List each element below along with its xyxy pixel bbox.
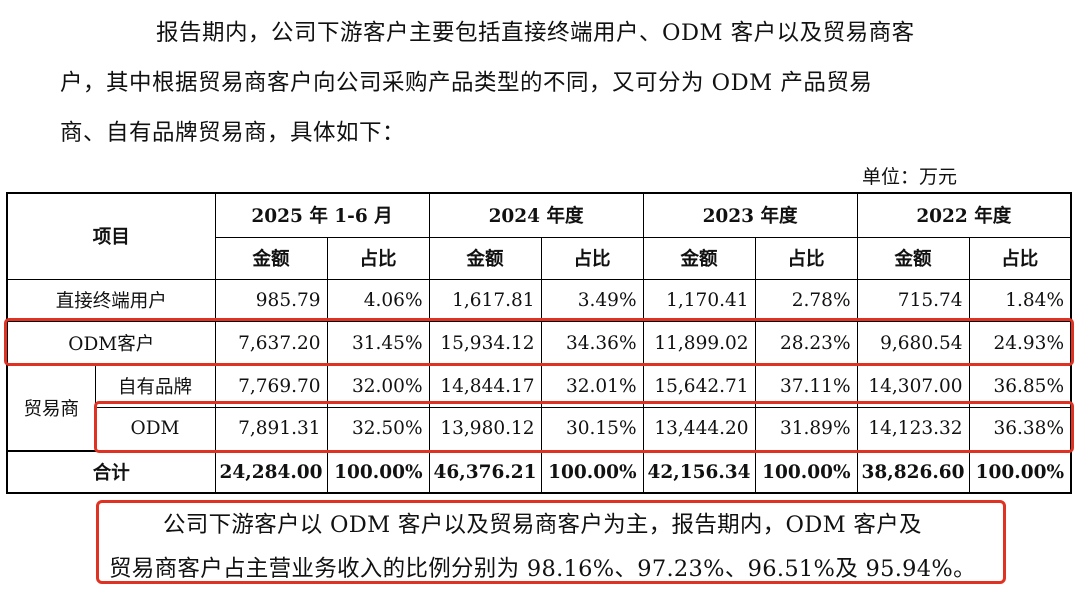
conclusion-line-1: 公司下游客户以 ODM 客户以及贸易商客户为主，报告期内，ODM 客户及 xyxy=(163,512,922,538)
customer-revenue-table: 项目 2025 年 1-6 月 2024 年度 2023 年度 2022 年度 … xyxy=(6,192,1073,494)
header-amount: 金额 xyxy=(428,236,542,280)
table-cell: 28.23% xyxy=(754,320,858,366)
header-amount: 金额 xyxy=(642,236,756,280)
row-label: 直接终端用户 xyxy=(6,278,216,322)
table-cell: 32.01% xyxy=(540,364,644,408)
table-cell: 37.11% xyxy=(754,364,858,408)
table-cell: 34.36% xyxy=(540,320,644,366)
intro-line-3: 商、自有品牌贸易商，具体如下： xyxy=(60,120,406,146)
conclusion-text: 公司下游客户以 ODM 客户以及贸易商客户为主，报告期内，ODM 客户及 贸易商… xyxy=(109,503,1009,591)
row-label: ODM xyxy=(94,406,216,452)
conclusion-line-2: 贸易商客户占主营业务收入的比例分别为 98.16%、97.23%、96.51%及… xyxy=(109,556,976,582)
intro-line-2: 户，其中根据贸易商客户向公司采购产品类型的不同，又可分为 ODM 产品贸易 xyxy=(60,70,873,96)
table-cell: 1,617.81 xyxy=(428,278,542,322)
row-group-label: 贸易商 xyxy=(6,364,96,452)
header-ratio: 占比 xyxy=(968,236,1072,280)
table-cell: 24,284.00 xyxy=(214,450,328,494)
table-cell: 100.00% xyxy=(754,450,858,494)
header-ratio: 占比 xyxy=(540,236,644,280)
table-cell: 13,444.20 xyxy=(642,406,756,452)
table-row: ODM客户 7,637.20 31.45% 15,934.12 34.36% 1… xyxy=(6,320,1072,366)
row-label: 自有品牌 xyxy=(94,364,216,408)
table-cell: 32.00% xyxy=(326,364,430,408)
table-cell: 985.79 xyxy=(214,278,328,322)
conclusion-box: 公司下游客户以 ODM 客户以及贸易商客户为主，报告期内，ODM 客户及 贸易商… xyxy=(96,500,1006,584)
header-period: 2022 年度 xyxy=(856,192,1072,238)
table-cell: 100.00% xyxy=(540,450,644,494)
table-cell: 3.49% xyxy=(540,278,644,322)
table-cell: 15,642.71 xyxy=(642,364,756,408)
table-cell: 31.45% xyxy=(326,320,430,366)
table-cell: 31.89% xyxy=(754,406,858,452)
table-row: 直接终端用户 985.79 4.06% 1,617.81 3.49% 1,170… xyxy=(6,278,1072,322)
table-row: ODM 7,891.31 32.50% 13,980.12 30.15% 13,… xyxy=(7,406,1072,452)
table-row-total: 合计 24,284.00 100.00% 46,376.21 100.00% 4… xyxy=(6,450,1072,494)
table-cell: 7,891.31 xyxy=(214,406,328,452)
table-cell: 36.38% xyxy=(968,406,1072,452)
header-ratio: 占比 xyxy=(754,236,858,280)
table-cell: 15,934.12 xyxy=(428,320,542,366)
table-cell: 24.93% xyxy=(968,320,1072,366)
header-period: 2025 年 1-6 月 xyxy=(214,192,430,238)
table-cell: 30.15% xyxy=(540,406,644,452)
table-cell: 14,307.00 xyxy=(856,364,970,408)
header-amount: 金额 xyxy=(214,236,328,280)
table-cell: 36.85% xyxy=(968,364,1072,408)
header-period: 2023 年度 xyxy=(642,192,858,238)
table-cell: 4.06% xyxy=(326,278,430,322)
table-cell: 14,844.17 xyxy=(428,364,542,408)
table-row: 贸易商 自有品牌 7,769.70 32.00% 14,844.17 32.01… xyxy=(6,364,1072,452)
table-cell: 32.50% xyxy=(326,406,430,452)
table-cell: 14,123.32 xyxy=(856,406,970,452)
header-ratio: 占比 xyxy=(326,236,430,280)
row-label: ODM客户 xyxy=(6,320,216,366)
table-cell: 1,170.41 xyxy=(642,278,756,322)
intro-line-1: 报告期内，公司下游客户主要包括直接终端用户、ODM 客户以及贸易商客 xyxy=(156,20,915,46)
table-cell: 46,376.21 xyxy=(428,450,542,494)
table-cell: 7,637.20 xyxy=(214,320,328,366)
table-cell: 7,769.70 xyxy=(214,364,328,408)
header-item: 项目 xyxy=(6,192,216,280)
header-period: 2024 年度 xyxy=(428,192,644,238)
intro-paragraph: 报告期内，公司下游客户主要包括直接终端用户、ODM 客户以及贸易商客 户，其中根… xyxy=(60,8,1020,158)
table-cell: 715.74 xyxy=(856,278,970,322)
unit-label: 单位：万元 xyxy=(862,166,958,188)
table-cell: 2.78% xyxy=(754,278,858,322)
table-cell: 38,826.60 xyxy=(856,450,970,494)
table-cell: 11,899.02 xyxy=(642,320,756,366)
table-cell: 1.84% xyxy=(968,278,1072,322)
table-cell: 42,156.34 xyxy=(642,450,756,494)
table-cell: 9,680.54 xyxy=(856,320,970,366)
table-cell: 100.00% xyxy=(326,450,430,494)
row-label: 合计 xyxy=(6,450,216,494)
table-cell: 100.00% xyxy=(968,450,1072,494)
header-amount: 金额 xyxy=(856,236,970,280)
table-cell: 13,980.12 xyxy=(428,406,542,452)
